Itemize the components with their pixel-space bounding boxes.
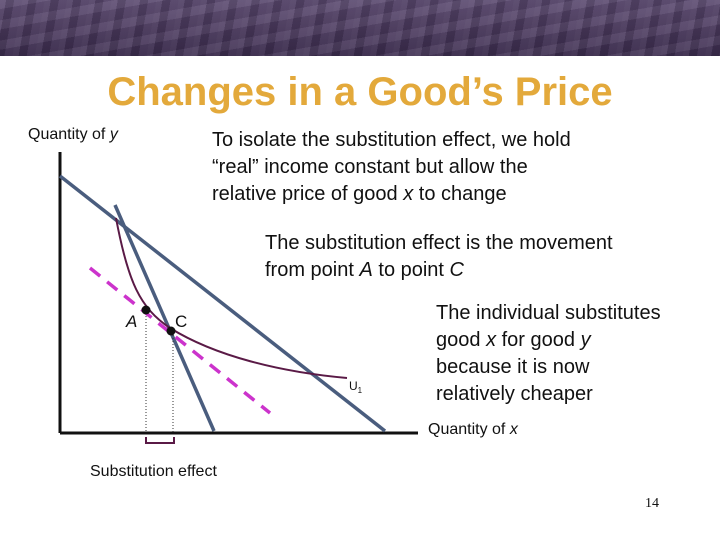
note2-line1: The substitution effect is the movement [265,232,613,254]
point-a [141,305,151,315]
note3-line1: The individual substitutes [436,302,661,324]
y-axis-label: Quantity of y [28,126,118,144]
y-axis-label-text: Quantity of [28,126,110,143]
header-banner [0,0,720,56]
x-axis-label: Quantity of x [428,421,518,439]
x-axis-label-text: Quantity of [428,421,510,438]
note1-line2: “real” income constant but allow the [212,156,528,178]
note-individual-substitutes: The individual substitutes good x for go… [436,300,661,408]
note1-line3: relative price of good x to change [212,183,507,205]
x-axis-label-var: x [509,421,518,438]
note3-line2: good x for good y [436,329,591,351]
budget-line-original [113,204,216,432]
point-a-label: A [125,312,137,331]
note-movement-a-to-c: The substitution effect is the movement … [265,230,613,284]
budget-line-new [58,174,387,433]
substitution-brace [145,437,175,444]
note1-line1: To isolate the substitution effect, we h… [212,129,571,151]
compensated-budget-line [88,266,272,415]
point-c [166,326,176,336]
note-hold-real-income: To isolate the substitution effect, we h… [212,127,571,208]
y-axis-label-var: y [109,126,118,143]
note2-line2: from point A to point C [265,259,464,281]
note3-line3: because it is now [436,356,590,378]
substitution-effect-label: Substitution effect [90,463,217,480]
curve-label-u1: U1 [349,379,363,395]
page-number: 14 [645,496,659,511]
slide-title: Changes in a Good’s Price [107,70,613,114]
note3-line4: relatively cheaper [436,383,593,405]
point-c-label: C [175,312,187,331]
